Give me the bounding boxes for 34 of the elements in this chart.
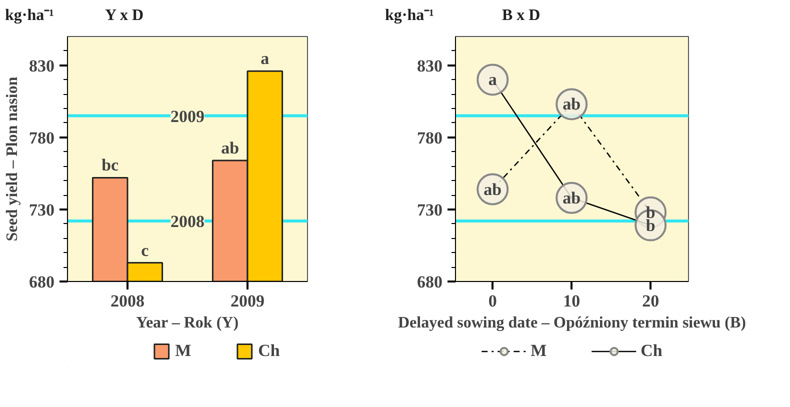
annotation: 2009 [170,106,204,126]
y-tick-label: 730 [29,200,54,220]
data-label: a [488,70,498,90]
x-tick-label: 10 [563,292,580,310]
annotation: 2008 [170,212,204,231]
text: kg·ha⁻¹ [5,6,54,26]
y-tick-label: 830 [29,56,54,76]
chart-title: Y x D [105,6,144,26]
data-label: a [260,49,270,68]
legend-label: M [530,341,548,361]
legend-label: Ch [640,341,662,361]
data-label: bc [102,156,120,175]
x-tick-label: 20 [642,292,660,310]
data-label: ab [221,138,240,158]
data-label: ab [562,188,581,208]
legend-label: Ch [258,341,280,361]
data-label: c [141,240,150,260]
data-label: ab [562,94,581,114]
y-tick-label: 730 [417,200,442,220]
x-axis-title: Delayed sowing date – Opóźniony termin siewu (B) [398,314,746,332]
y-tick-label: 780 [29,128,54,148]
y-tick-label: 680 [29,272,54,292]
data-label: ab [484,180,502,199]
y-tick-label: 780 [417,128,442,148]
x-tick-label: 0 [488,292,497,310]
text: kg·ha⁻¹ [385,6,434,26]
x-axis-title: Year – Rok (Y) [136,314,239,332]
y-tick-label: 830 [417,56,442,76]
x-tick-label: 2008 [110,292,144,310]
chart-title: B x D [502,6,540,26]
y-tick-label: 680 [417,272,442,292]
x-tick-label: 2009 [230,292,264,310]
y-axis-title: Seed yield – Plon nasion [4,76,21,242]
legend-label: M [175,341,192,361]
